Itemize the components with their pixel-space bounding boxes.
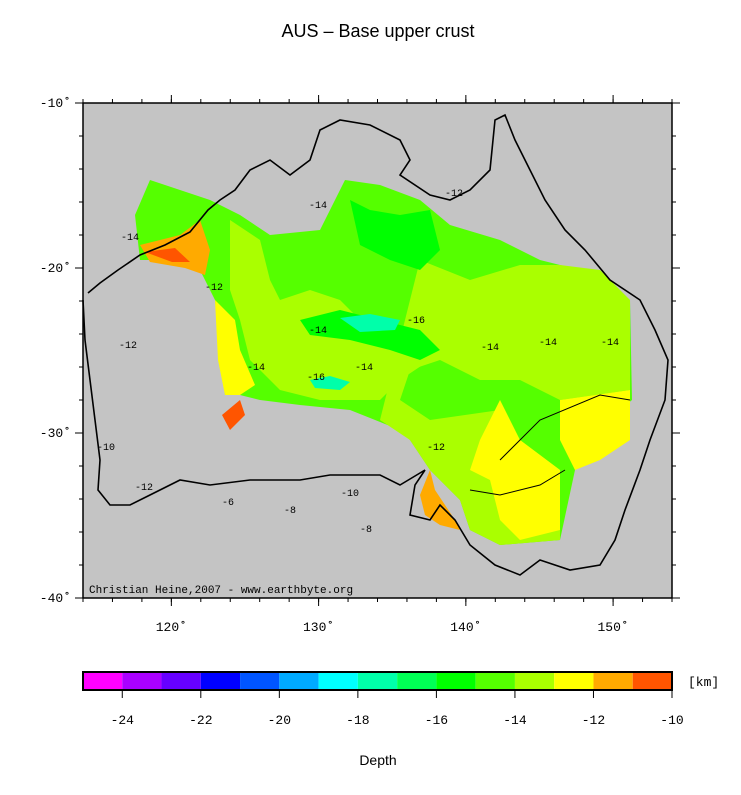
contour-label: -6 — [222, 498, 234, 509]
contour-label: -10 — [97, 443, 115, 454]
contour-label: -12 — [427, 443, 445, 454]
y-tick-label: -30˚ — [40, 426, 71, 441]
x-tick-label: 150˚ — [597, 620, 628, 635]
contour-label: -12 — [205, 283, 223, 294]
colorbar-unit: [km] — [688, 675, 719, 690]
y-tick-label: -10˚ — [40, 96, 71, 111]
contour-label: -16 — [307, 373, 325, 384]
contour-label: -14 — [309, 326, 327, 337]
colorbar-segment — [593, 672, 633, 690]
colorbar-segment — [357, 672, 398, 690]
colorbar-segment — [200, 672, 241, 690]
map-title: AUS – Base upper crust — [281, 21, 474, 41]
contour-label: -14 — [309, 201, 327, 212]
colorbar-segment — [554, 672, 594, 690]
contour-label: -14 — [601, 338, 619, 349]
contour-label: -14 — [481, 343, 499, 354]
colorbar-segment — [161, 672, 201, 690]
contour-label: -12 — [119, 341, 137, 352]
colorbar-segment — [397, 672, 437, 690]
colorbar-tick-label: -14 — [503, 713, 527, 728]
colorbar-segment — [122, 672, 162, 690]
contour-label: -14 — [121, 233, 139, 244]
contour-label: -12 — [445, 189, 463, 200]
colorbar-segment — [475, 672, 515, 690]
colorbar-tick-label: -10 — [660, 713, 683, 728]
colorbar-segment — [436, 672, 476, 690]
colorbar-segment — [83, 672, 123, 690]
contour-label: -16 — [407, 316, 425, 327]
y-tick-label: -20˚ — [40, 261, 71, 276]
colorbar-tick-label: -12 — [582, 713, 605, 728]
x-tick-label: 140˚ — [450, 620, 481, 635]
coastline — [82, 113, 669, 576]
depth-field — [135, 180, 632, 545]
colorbar-border — [82, 671, 673, 691]
contour-label: -14 — [247, 363, 265, 374]
contour-label: -14 — [539, 338, 557, 349]
colorbar-segment — [240, 672, 280, 690]
colorbar-tick-label: -22 — [189, 713, 212, 728]
colorbar-tick-label: -20 — [268, 713, 291, 728]
colorbar: -24 -22 -20 -18 -16 -14 -12 -10 — [82, 671, 684, 728]
colorbar-tick-label: -24 — [111, 713, 135, 728]
colorbar-segment — [514, 672, 555, 690]
contour-label: -8 — [360, 525, 372, 536]
y-tick-label: -40˚ — [40, 591, 71, 606]
state-border — [469, 469, 566, 496]
state-border — [499, 394, 631, 461]
colorbar-tick-label: -18 — [346, 713, 369, 728]
contour-label: -14 — [355, 363, 373, 374]
colorbar-label: Depth — [359, 752, 396, 768]
x-tick-label: 120˚ — [156, 620, 187, 635]
colorbar-tick-label: -16 — [425, 713, 448, 728]
x-tick-label: 130˚ — [303, 620, 334, 635]
colorbar-segment — [318, 672, 358, 690]
contour-label: -10 — [341, 489, 359, 500]
contour-label: -8 — [284, 506, 296, 517]
contour-label: -12 — [135, 483, 153, 494]
colorbar-segment — [632, 672, 672, 690]
colorbar-segment — [279, 672, 319, 690]
credit: Christian Heine,2007 - www.earthbyte.org — [89, 585, 353, 597]
